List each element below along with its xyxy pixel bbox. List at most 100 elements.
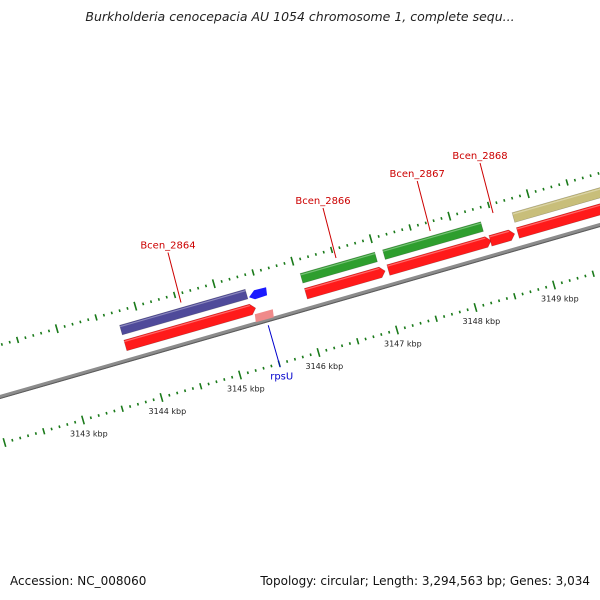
inner-track-tick (2, 437, 7, 448)
rna-track (249, 287, 274, 323)
inner-track-tick (411, 324, 414, 327)
feature-label-Bcen_2864: Bcen_2864 (140, 240, 195, 251)
chromosome-backbone (0, 222, 600, 400)
outer-track-tick (558, 183, 561, 187)
cds-Bcen_2866 (304, 266, 386, 300)
outer-track-tick (581, 176, 584, 180)
feature-label-Bcen_2866: Bcen_2866 (295, 196, 350, 207)
inner-track-tick (113, 409, 116, 413)
inner-track-tick (568, 279, 571, 282)
outer-track-tick (189, 288, 192, 292)
outer-track-tick (408, 224, 412, 231)
inner-track-tick (11, 438, 14, 442)
inner-track-tick (505, 297, 509, 300)
gene-next_gene-shine (512, 188, 600, 215)
outer-track-tick (165, 295, 168, 299)
cds-next_gene-shine (516, 204, 600, 230)
outer-track-tick (244, 273, 247, 277)
inner-track-tick (394, 325, 400, 335)
outer-track-tick (149, 300, 153, 304)
scale-label: 3145 kbp (227, 384, 265, 393)
inner-track-tick (50, 427, 53, 431)
inner-track-tick (513, 292, 517, 300)
outer-track-tick (353, 241, 357, 245)
inner-track-tick (293, 357, 297, 361)
inner-track-tick (473, 302, 478, 313)
genome-summary: Topology: circular; Length: 3,294,563 bp… (260, 574, 590, 588)
outer-track-tick (471, 207, 475, 211)
outer-track-tick (306, 255, 310, 259)
cds-Bcen_2868 (488, 229, 516, 247)
inner-track-tick (144, 400, 147, 404)
inner-track-tick (237, 370, 243, 380)
outer-track-tick (172, 291, 177, 299)
inner-track-tick (199, 382, 203, 390)
inner-track-tick (521, 292, 524, 296)
outer-track-tick (299, 257, 302, 261)
gene-Bcen_2867-shine (382, 222, 482, 252)
inner-track-tick (80, 415, 86, 425)
outer-track-tick (54, 324, 59, 334)
feature-label-rpsU: rpsU (270, 371, 293, 382)
inner-track-tick (576, 276, 579, 280)
Bcen_2868-leader (479, 162, 494, 214)
rna-gene-glyph (249, 287, 268, 300)
inner-track-tick (97, 414, 100, 417)
inner-track-tick (19, 436, 22, 440)
gene-next_gene (511, 187, 600, 223)
outer-track-tick (368, 234, 373, 244)
outer-track-tick (8, 340, 11, 344)
outer-track-tick (322, 250, 325, 254)
inner-track-tick (42, 427, 46, 435)
inner-track-tick (89, 416, 92, 420)
inner-track-tick (419, 321, 422, 325)
outer-track-tick (290, 256, 295, 266)
outer-track-tick (47, 329, 51, 333)
outer-track-tick (424, 221, 427, 225)
inner-track-tick (551, 280, 557, 290)
outer-track-tick (495, 201, 498, 205)
cds-Bcen_2867-shine (387, 237, 486, 267)
outer-track-tick (267, 266, 270, 270)
outer-track-tick (133, 301, 138, 311)
inner-track-tick (364, 337, 367, 341)
outer-track-tick (236, 275, 239, 279)
inner-track-tick (246, 371, 249, 375)
outer-track-tick (589, 174, 592, 178)
Bcen_2867-leader (416, 180, 431, 232)
inner-track-tick (152, 398, 155, 402)
outer-track-tick (283, 261, 286, 265)
inner-track-tick (66, 423, 69, 426)
scale-label: 3147 kbp (384, 339, 422, 348)
outer-track-tick (15, 336, 20, 344)
inner-track-tick (340, 344, 344, 348)
outer-track-tick (479, 205, 482, 209)
inner-track-tick (34, 432, 38, 435)
outer-track-tick (377, 234, 380, 238)
outer-track-tick (503, 198, 506, 202)
feature-label-Bcen_2867: Bcen_2867 (390, 169, 445, 180)
outer-track-tick (24, 336, 27, 340)
outer-track-tick (181, 291, 184, 295)
inner-track-tick (450, 312, 454, 316)
outer-track-tick (565, 179, 569, 186)
Bcen_2866-leader (322, 207, 337, 259)
scale-label: 3146 kbp (306, 362, 344, 371)
scale-label: 3148 kbp (463, 317, 501, 326)
inner-track-tick (285, 360, 289, 363)
outer-track-tick (118, 309, 121, 313)
outer-track-tick (518, 194, 522, 198)
inner-track-tick (348, 342, 352, 345)
inner-track-tick (466, 308, 469, 312)
outer-track-tick (416, 223, 420, 227)
inner-track-tick (26, 434, 30, 438)
outer-track-tick (456, 212, 459, 216)
feature-label-Bcen_2868: Bcen_2868 (452, 151, 507, 162)
inner-track-tick (183, 389, 187, 393)
outer-track-tick (102, 313, 106, 317)
outer-track-tick (220, 279, 223, 283)
inner-track-tick (356, 337, 360, 345)
inner-track-tick (191, 387, 195, 390)
